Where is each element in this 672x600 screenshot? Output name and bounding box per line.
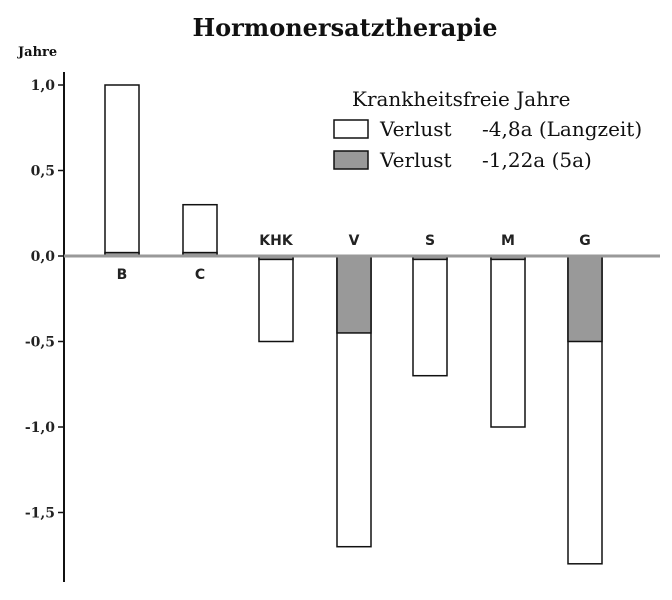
legend-swatch-langzeit	[333, 119, 369, 139]
chart-title: Hormonersatztherapie	[192, 13, 497, 42]
axes-group	[63, 72, 660, 582]
bar-langzeit-khk	[258, 255, 294, 343]
category-label-m: M	[501, 233, 515, 249]
y-tick-label: 0,0	[31, 249, 56, 265]
y-tick-label: -0,5	[25, 335, 55, 351]
category-labels-group: B C KHK V S M G	[117, 233, 591, 283]
bar-langzeit-c	[182, 203, 218, 257]
y-tick-label: -1,0	[25, 420, 55, 436]
legend-swatch-5a	[333, 150, 369, 170]
y-tick-label: 1,0	[31, 78, 56, 94]
y-tick-label: 0,5	[31, 164, 55, 180]
bar-5a-v	[336, 255, 372, 334]
y-tick-label: -1,5	[25, 506, 55, 522]
legend: Krankheitsfreie Jahre Verlust -4,8a (Lan…	[333, 87, 642, 172]
bar-langzeit-b	[104, 84, 140, 257]
legend-label-5a: Verlust	[379, 148, 452, 172]
bar-langzeit-m	[490, 255, 526, 428]
category-label-v: V	[349, 233, 360, 249]
legend-label-langzeit: Verlust	[379, 117, 452, 141]
category-label-s: S	[425, 233, 435, 249]
bar-langzeit-s	[412, 255, 448, 377]
legend-value-5a: -1,22a (5a)	[482, 148, 592, 172]
y-axis-label: Jahre	[17, 45, 57, 60]
category-label-c: C	[195, 267, 205, 283]
bars-group	[104, 84, 603, 565]
category-label-g: G	[579, 233, 591, 249]
category-label-b: B	[117, 267, 128, 283]
legend-title: Krankheitsfreie Jahre	[352, 87, 570, 111]
category-label-khk: KHK	[259, 233, 294, 249]
y-ticks-group: 1,0 0,5 0,0 -0,5 -1,0 -1,5	[25, 78, 64, 522]
bar-5a-g	[567, 255, 603, 343]
legend-value-langzeit: -4,8a (Langzeit)	[482, 117, 642, 141]
